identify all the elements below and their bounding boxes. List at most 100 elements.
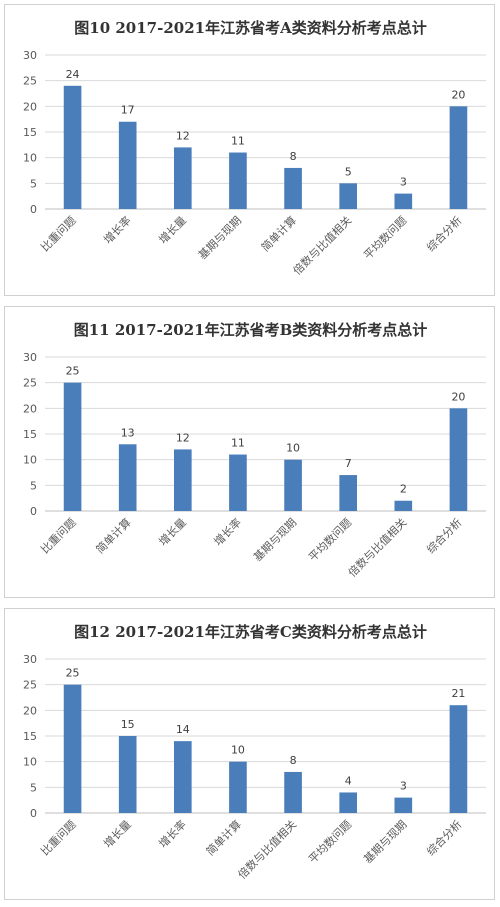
bar-b-3 [173, 449, 192, 511]
bar-b-6 [339, 475, 358, 511]
data-label: 11 [231, 135, 245, 148]
bar-c-5 [284, 771, 302, 813]
data-label: 8 [290, 150, 297, 163]
data-label: 12 [176, 129, 190, 142]
data-label: 21 [451, 687, 465, 700]
y-tick-label: 5 [30, 177, 37, 190]
y-tick-label: 10 [23, 756, 37, 769]
data-label: 3 [400, 780, 407, 793]
category-label: 综合分析 [424, 213, 465, 254]
data-label: 5 [345, 165, 352, 178]
bar-b-7 [394, 500, 413, 511]
data-label: 20 [451, 390, 465, 403]
bar-b-5 [284, 459, 302, 511]
category-label: 简单计算 [258, 213, 299, 254]
category-label: 增长率 [101, 213, 134, 246]
data-label: 4 [345, 774, 352, 787]
data-label: 8 [290, 754, 297, 767]
category-label: 综合分析 [424, 515, 465, 556]
y-tick-label: 25 [23, 75, 37, 88]
bar-a-2 [118, 121, 137, 209]
chart-panel-b: 图11 2017-2021年江苏省考B类资料分析考点总计 0 5 10 15 20 25 30… [4, 306, 495, 598]
bar-c-3 [173, 741, 192, 813]
category-label: 简单计算 [93, 515, 134, 556]
y-tick-label: 20 [23, 704, 37, 717]
data-label: 12 [176, 431, 190, 444]
category-label: 倍数与比值相关 [290, 213, 354, 277]
category-label: 增长量 [156, 213, 189, 246]
category-label: 基期与现期 [196, 214, 244, 262]
y-tick-label: 30 [23, 49, 37, 62]
y-tick-label: 25 [23, 679, 37, 692]
bar-b-2 [118, 444, 137, 511]
bar-c-8 [449, 705, 468, 813]
category-label: 增长量 [156, 515, 189, 548]
data-label: 20 [451, 88, 465, 101]
category-label: 比重问题 [38, 817, 79, 858]
data-label: 13 [121, 426, 135, 439]
bar-a-6 [339, 183, 358, 209]
bar-b-8 [449, 408, 468, 511]
data-label: 17 [121, 104, 135, 117]
category-label: 增长量 [101, 817, 134, 850]
bar-b-1 [63, 382, 82, 511]
y-tick-label: 15 [23, 126, 37, 139]
category-label: 平均数问题 [306, 818, 354, 866]
category-label: 增长率 [156, 817, 189, 850]
bar-c-2 [118, 736, 137, 813]
bar-a-4 [229, 152, 247, 209]
y-tick-label: 30 [23, 351, 37, 364]
y-tick-label: 15 [23, 428, 37, 441]
bar-chart-b: 图11 2017-2021年江苏省考B类资料分析考点总计 0 5 10 15 20 25 30… [23, 321, 486, 580]
data-label: 25 [66, 365, 80, 378]
data-label: 11 [231, 437, 245, 450]
y-tick-label: 20 [23, 402, 37, 415]
data-label: 15 [121, 718, 135, 731]
y-tick-label: 0 [30, 505, 37, 518]
y-tick-label: 5 [30, 479, 37, 492]
category-label: 倍数与比值相关 [345, 515, 409, 579]
bar-c-6 [339, 792, 358, 813]
data-label: 10 [286, 442, 300, 455]
data-label: 3 [400, 176, 407, 189]
category-label: 基期与现期 [361, 818, 409, 866]
bar-chart-a: 图10 2017-2021年江苏省考A类资料分析考点总计 0 5 10 15 20 25 30… [23, 19, 486, 278]
bar-c-4 [229, 761, 247, 813]
data-label: 24 [66, 68, 80, 81]
category-label: 综合分析 [424, 817, 465, 858]
chart-title: 图12 2017-2021年江苏省考C类资料分析考点总计 [74, 623, 427, 641]
category-label: 平均数问题 [306, 516, 354, 564]
category-label: 基期与现期 [251, 516, 299, 564]
category-label: 比重问题 [38, 213, 79, 254]
category-label: 倍数与比值相关 [235, 817, 299, 881]
y-tick-label: 30 [23, 653, 37, 666]
category-label: 简单计算 [203, 817, 244, 858]
y-tick-label: 5 [30, 781, 37, 794]
bar-a-7 [394, 193, 413, 209]
y-tick-label: 25 [23, 377, 37, 390]
bar-a-5 [284, 167, 302, 209]
chart-panel-a: 图10 2017-2021年江苏省考A类资料分析考点总计 0 5 10 15 20 25 30… [4, 4, 495, 296]
y-tick-label: 15 [23, 730, 37, 743]
data-label: 14 [176, 723, 190, 736]
bar-c-1 [63, 684, 82, 813]
chart-title: 图11 2017-2021年江苏省考B类资料分析考点总计 [74, 321, 428, 339]
category-label: 增长率 [211, 515, 244, 548]
y-tick-label: 20 [23, 100, 37, 113]
bar-a-3 [173, 147, 192, 209]
data-label: 10 [231, 744, 245, 757]
y-tick-label: 10 [23, 152, 37, 165]
category-label: 平均数问题 [361, 214, 409, 262]
data-label: 7 [345, 457, 352, 470]
bar-a-8 [449, 106, 468, 209]
data-label: 2 [400, 483, 407, 496]
chart-title: 图10 2017-2021年江苏省考A类资料分析考点总计 [74, 19, 426, 37]
data-label: 25 [66, 667, 80, 680]
chart-panel-c: 图12 2017-2021年江苏省考C类资料分析考点总计 0 5 10 15 20 25 30… [4, 608, 495, 900]
bar-a-1 [63, 85, 82, 209]
bar-b-4 [229, 454, 247, 511]
y-tick-label: 10 [23, 454, 37, 467]
y-tick-label: 0 [30, 203, 37, 216]
category-label: 比重问题 [38, 515, 79, 556]
y-tick-label: 0 [30, 807, 37, 820]
